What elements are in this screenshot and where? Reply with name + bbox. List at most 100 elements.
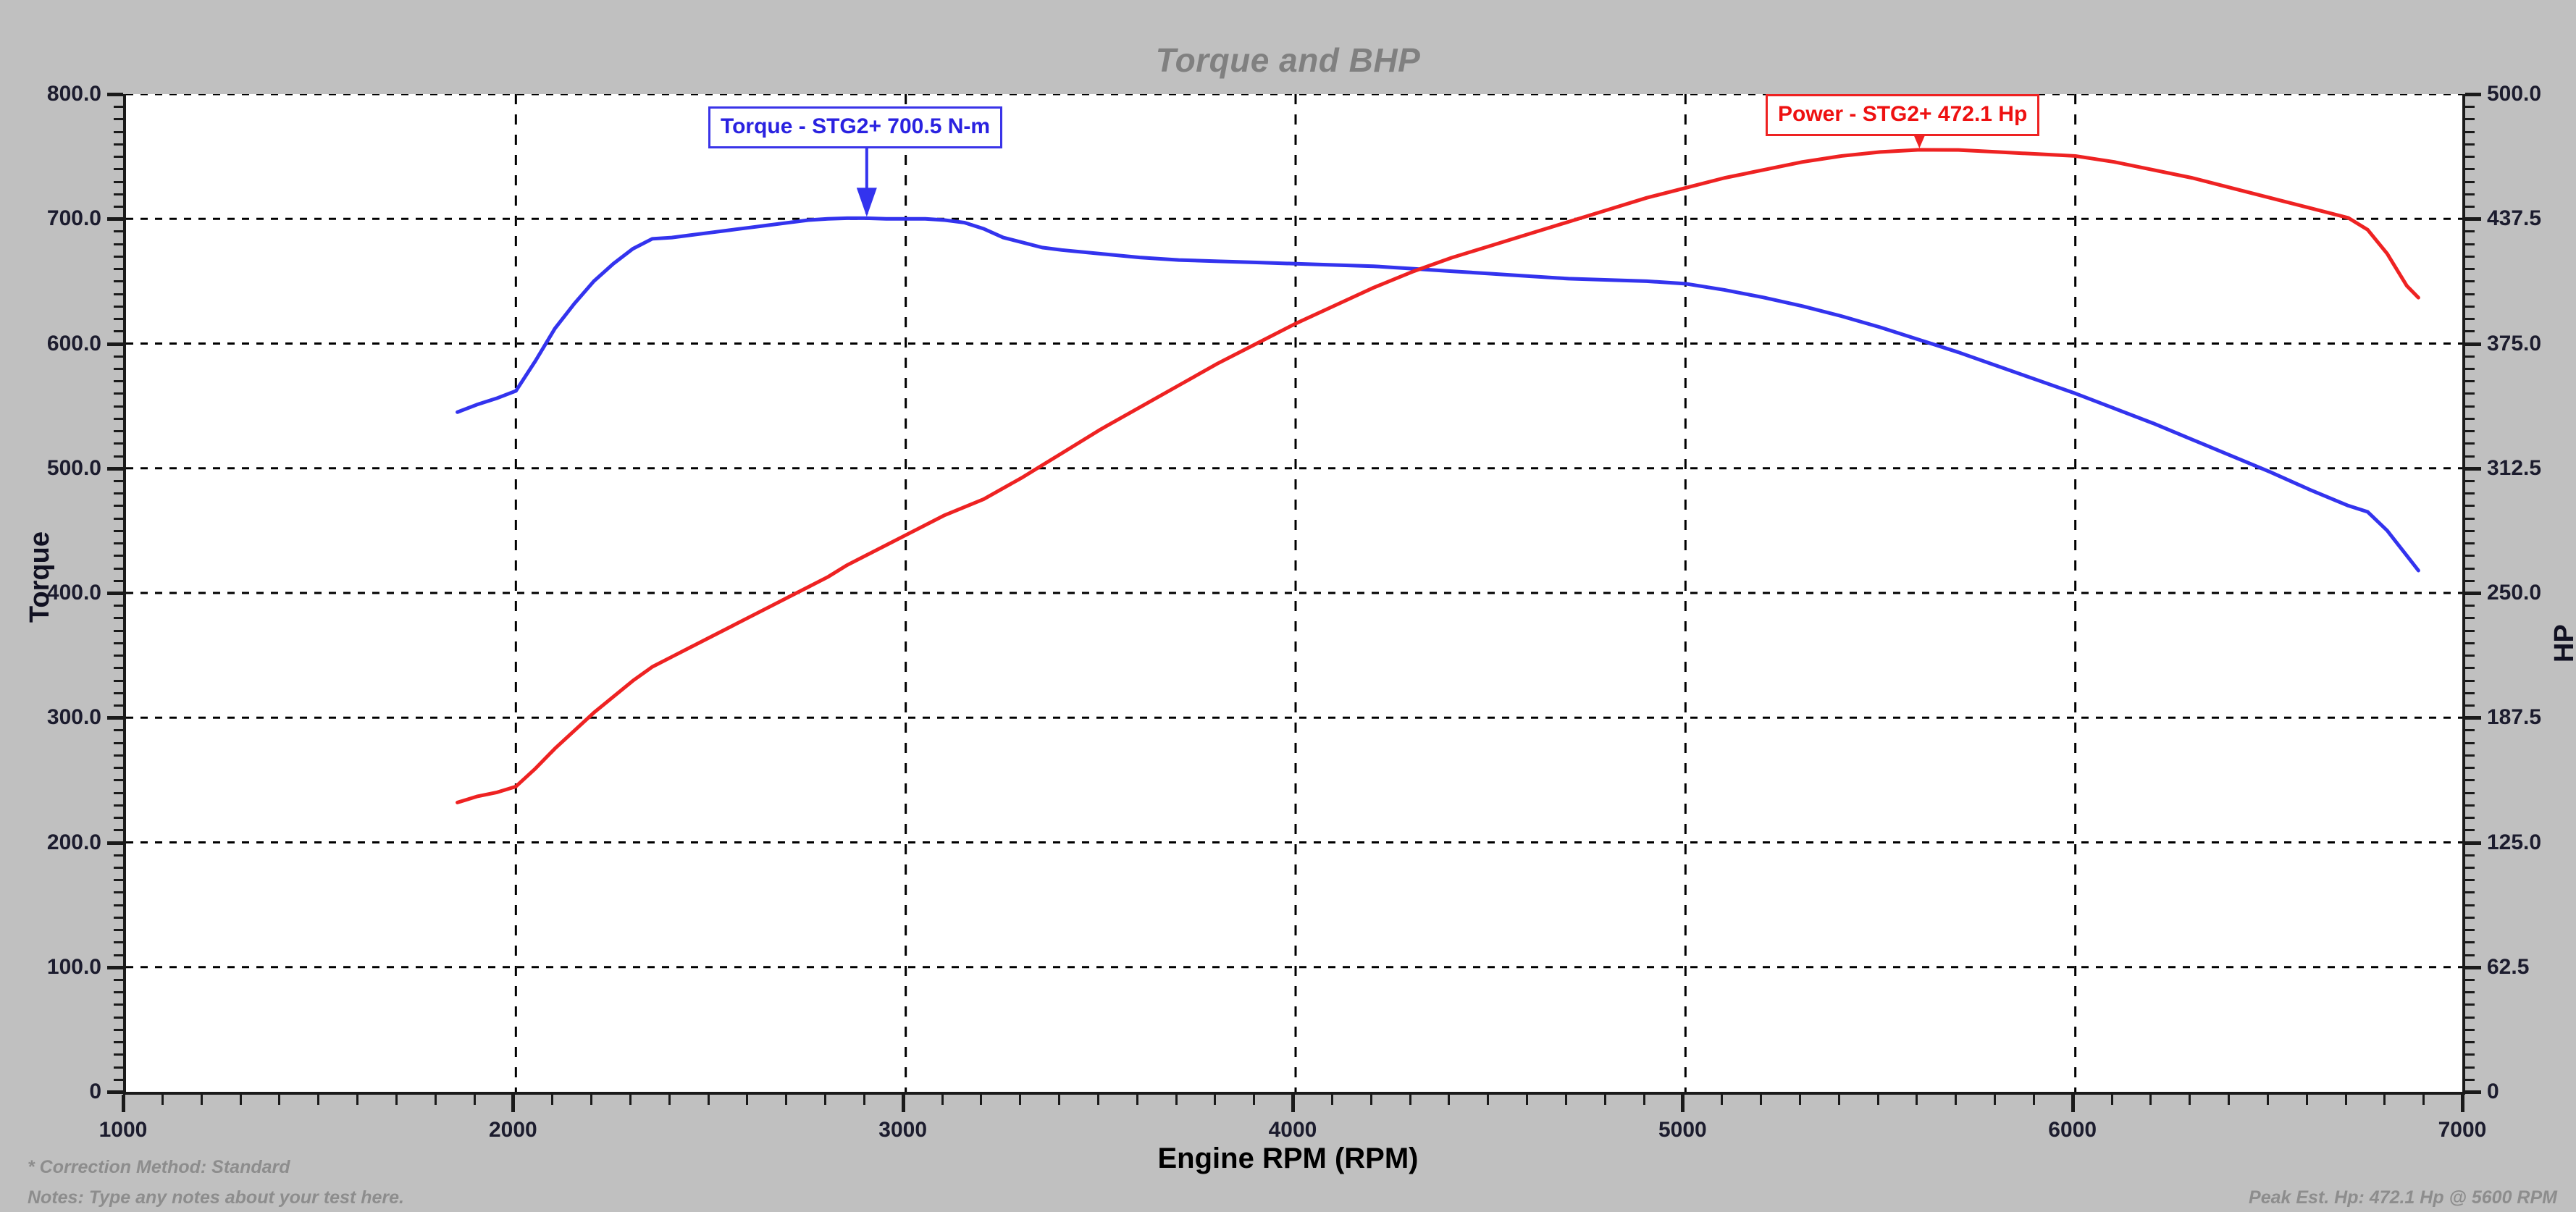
y-axis-minor-tick — [114, 130, 123, 133]
y2-axis-minor-tick — [2465, 130, 2475, 133]
x-axis-minor-tick — [746, 1095, 749, 1105]
x-axis-tick-label: 2000 — [488, 1118, 537, 1142]
y2-axis-minor-tick — [2465, 605, 2475, 607]
x-axis-minor-tick — [2110, 1095, 2113, 1105]
y-axis-minor-tick — [114, 118, 123, 121]
x-axis-minor-tick — [2149, 1095, 2152, 1105]
x-axis-minor-tick — [1330, 1095, 1333, 1105]
x-axis-minor-tick — [278, 1095, 281, 1105]
y-axis-minor-tick — [114, 542, 123, 545]
y2-axis-minor-tick — [2465, 1041, 2475, 1044]
y-axis-minor-tick — [114, 829, 123, 832]
y2-axis-tick-label: 0 — [2487, 1080, 2499, 1103]
y-axis-minor-tick — [114, 941, 123, 944]
y-axis-minor-tick — [114, 417, 123, 420]
x-axis-minor-tick — [590, 1095, 592, 1105]
x-axis-minor-tick — [1916, 1095, 1918, 1105]
y2-axis-major-tick — [2465, 466, 2481, 471]
y2-axis-minor-tick — [2465, 691, 2475, 694]
x-axis-minor-tick — [1175, 1095, 1178, 1105]
y2-axis-minor-tick — [2465, 505, 2475, 508]
y2-axis-minor-tick — [2465, 655, 2475, 657]
y-axis-minor-tick — [114, 380, 123, 383]
y-axis-major-tick — [107, 965, 123, 969]
y-axis-tick-label: 0 — [89, 1080, 101, 1103]
y-axis-minor-tick — [114, 405, 123, 408]
y-axis-tick-label: 500.0 — [46, 455, 101, 480]
y-axis-major-tick — [107, 466, 123, 471]
y-axis-minor-tick — [114, 617, 123, 620]
y-axis-minor-tick — [114, 704, 123, 707]
y-axis-minor-tick — [114, 492, 123, 495]
power-callout-label[interactable]: Power - STG2+ 472.1 Hp — [1766, 94, 2040, 136]
x-axis-tick-label: 1000 — [98, 1118, 148, 1142]
y2-axis-major-tick — [2465, 841, 2481, 845]
y2-axis-minor-tick — [2465, 641, 2475, 644]
x-axis-tick-label: 6000 — [2048, 1118, 2097, 1142]
x-axis-minor-tick — [1369, 1095, 1372, 1105]
y2-axis-tick-label: 500.0 — [2487, 82, 2542, 106]
x-axis-minor-tick — [1487, 1095, 1490, 1105]
x-axis-minor-tick — [824, 1095, 826, 1105]
y-axis-minor-tick — [114, 567, 123, 570]
y2-axis-minor-tick — [2465, 754, 2475, 757]
y2-axis-minor-tick — [2465, 529, 2475, 532]
y2-axis-minor-tick — [2465, 617, 2475, 620]
y-axis-minor-tick — [114, 330, 123, 333]
x-axis-minor-tick — [1564, 1095, 1567, 1105]
y-axis-minor-tick — [114, 1003, 123, 1006]
y2-axis-minor-tick — [2465, 567, 2475, 570]
y-axis-minor-tick — [114, 392, 123, 395]
y-axis-minor-tick — [114, 679, 123, 682]
y-axis-minor-tick — [114, 243, 123, 245]
y2-axis-minor-tick — [2465, 405, 2475, 408]
y2-axis-minor-tick — [2465, 492, 2475, 495]
y2-axis-minor-tick — [2465, 193, 2475, 195]
x-axis-minor-tick — [668, 1095, 671, 1105]
y-axis-minor-tick — [114, 1053, 123, 1056]
y-axis-minor-tick — [114, 767, 123, 770]
x-axis-minor-tick — [1994, 1095, 1996, 1105]
y2-axis-minor-tick — [2465, 941, 2475, 944]
y2-axis-major-tick — [2465, 965, 2481, 969]
y-axis-minor-tick — [114, 143, 123, 146]
x-axis-minor-tick — [2383, 1095, 2386, 1105]
plot-area[interactable] — [123, 94, 2465, 1095]
x-axis-minor-tick — [200, 1095, 203, 1105]
y2-axis-tick-label: 437.5 — [2487, 206, 2542, 231]
y-axis-minor-tick — [114, 367, 123, 370]
y-axis-minor-tick — [114, 741, 123, 744]
torque-callout-label[interactable]: Torque - STG2+ 700.5 N-m — [708, 106, 1003, 148]
y2-axis-minor-tick — [2465, 417, 2475, 420]
y-axis-minor-tick — [114, 293, 123, 295]
y-axis-minor-tick — [114, 180, 123, 183]
y-axis-tick-label: 800.0 — [46, 82, 101, 106]
y2-axis-minor-tick — [2465, 430, 2475, 433]
y2-axis-minor-tick — [2465, 305, 2475, 308]
y-axis-tick-label: 100.0 — [46, 954, 101, 979]
y-axis-minor-tick — [114, 1016, 123, 1019]
test-notes[interactable]: Notes: Type any notes about your test he… — [28, 1187, 405, 1208]
y2-axis-minor-tick — [2465, 991, 2475, 994]
y-axis-major-tick — [107, 592, 123, 595]
y2-axis-minor-tick — [2465, 629, 2475, 632]
y-axis-minor-tick — [114, 1078, 123, 1081]
x-axis-tick-label: 4000 — [1268, 1118, 1317, 1142]
y-axis-title-hp: HP — [2549, 624, 2576, 663]
y-axis-minor-tick — [114, 505, 123, 508]
y-axis-tick-label: 600.0 — [46, 331, 101, 355]
y-axis-minor-tick — [114, 641, 123, 644]
y-axis-minor-tick — [114, 879, 123, 882]
y-axis-minor-tick — [114, 991, 123, 994]
y-axis-major-tick — [107, 217, 123, 222]
y2-axis-minor-tick — [2465, 355, 2475, 358]
y2-axis-minor-tick — [2465, 168, 2475, 171]
x-axis-minor-tick — [2422, 1095, 2425, 1105]
y-axis-minor-tick — [114, 817, 123, 820]
x-axis-minor-tick — [1876, 1095, 1879, 1105]
y2-axis-minor-tick — [2465, 954, 2475, 956]
x-axis-tick-label: 5000 — [1658, 1118, 1707, 1142]
y-axis-minor-tick — [114, 268, 123, 271]
y2-axis-minor-tick — [2465, 230, 2475, 233]
x-axis-minor-tick — [1603, 1095, 1606, 1105]
